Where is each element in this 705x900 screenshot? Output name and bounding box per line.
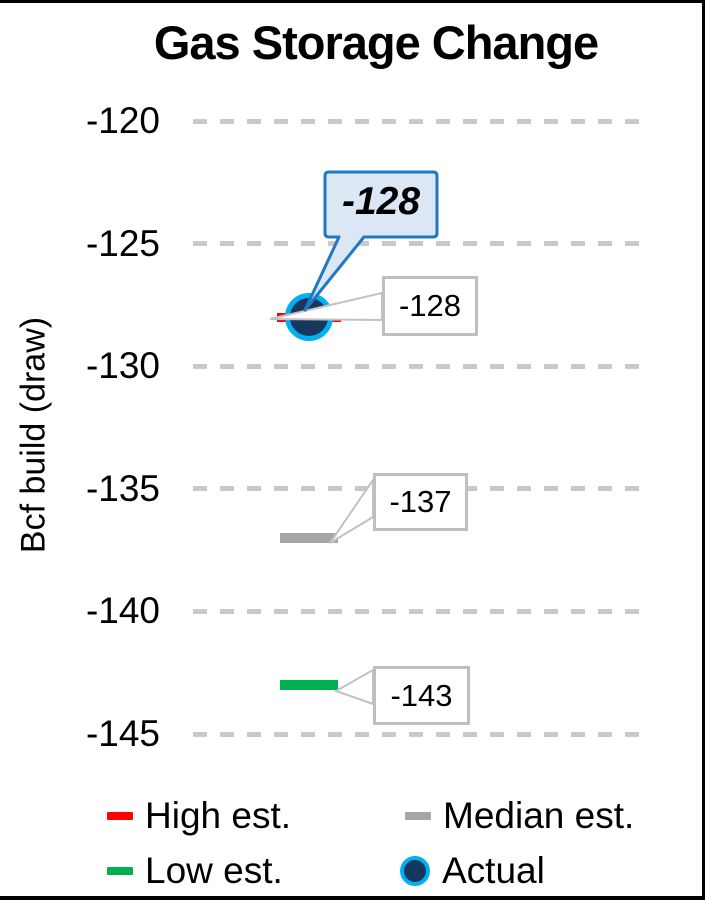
legend-label: Low est. [145, 850, 283, 891]
median-est-dash-icon [405, 812, 431, 820]
legend-item-low-est: Low est. [107, 849, 283, 893]
legend-item-high-est: High est. [107, 794, 291, 838]
y-tick-label: -125 [85, 222, 160, 264]
y-tick-label: -130 [85, 345, 160, 387]
high-est-dash-icon [107, 812, 133, 820]
legend-item-median-est: Median est. [405, 794, 634, 838]
gridline [193, 731, 648, 737]
marker-low-est- [280, 679, 338, 690]
point-label-median: -137 [373, 473, 468, 531]
gridline [193, 118, 648, 124]
gridline [193, 241, 648, 247]
leader-line-low [333, 668, 374, 706]
legend-item-actual: Actual [400, 849, 545, 893]
y-tick-label: -140 [85, 590, 160, 632]
point-label-low: -143 [373, 666, 470, 725]
legend-label: Actual [442, 850, 545, 891]
legend-label: High est. [145, 795, 292, 836]
low-est-dash-icon [107, 867, 133, 875]
y-tick-label: -145 [85, 713, 160, 754]
marker-median-est- [280, 532, 338, 543]
actual-data-point [285, 293, 333, 342]
legend-label: Median est. [443, 795, 635, 836]
y-tick-label: -135 [85, 467, 160, 509]
chart-title: Gas Storage Change [153, 16, 599, 69]
gridline [193, 363, 648, 369]
actual-circle-icon [400, 856, 430, 886]
point-label-high: -128 [382, 276, 478, 336]
callout-value: -128 [341, 180, 421, 223]
gridline [193, 608, 648, 614]
y-tick-label: -120 [85, 100, 160, 141]
